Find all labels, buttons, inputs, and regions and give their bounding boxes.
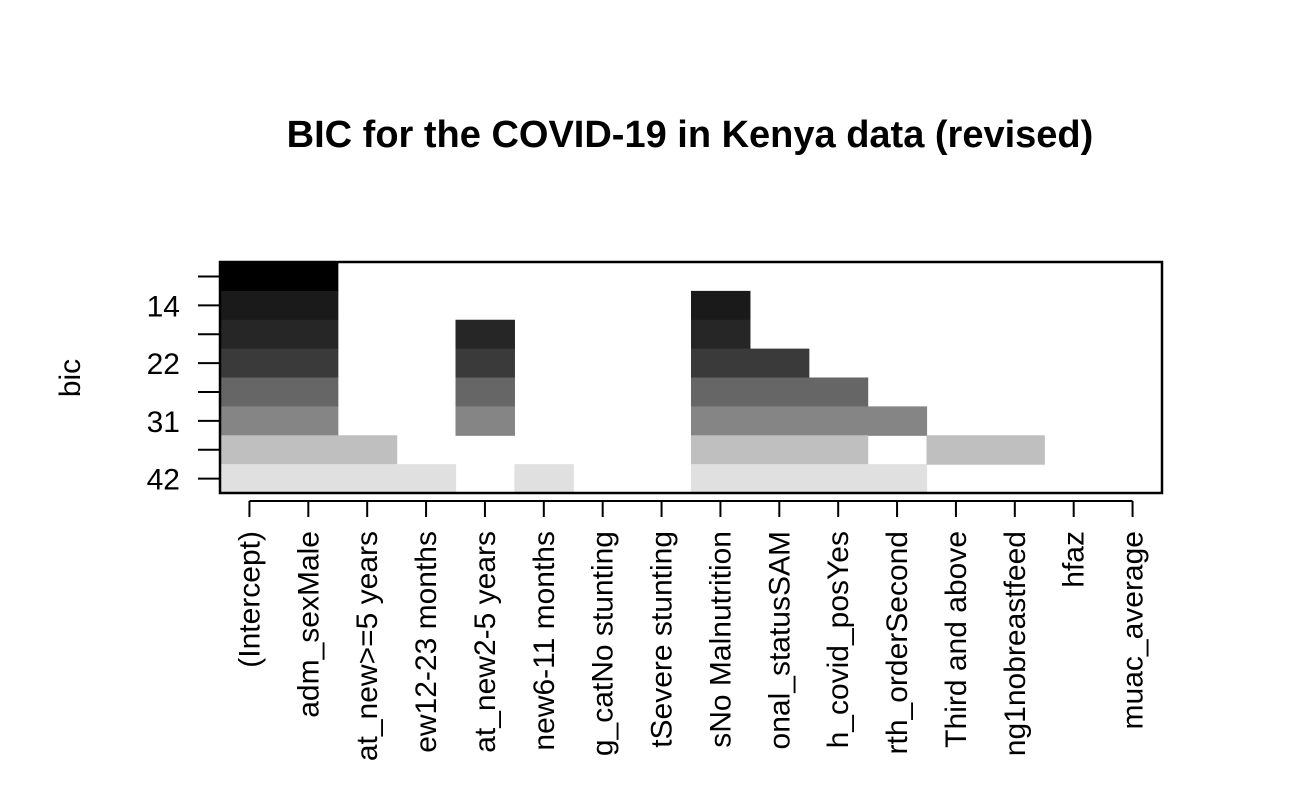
x-tick-label: at_new2-5 years [469, 531, 502, 753]
x-tick-label: sNo Malnutrition [704, 531, 737, 748]
heatmap-cell [808, 377, 869, 407]
heatmap-cell [278, 348, 339, 379]
heatmap-cell [985, 435, 1045, 465]
heatmap-cell [691, 348, 751, 379]
y-tick-label: 42 [147, 464, 180, 497]
x-tick-label: muac_average [1117, 531, 1150, 729]
heatmap-cell [455, 377, 515, 407]
heatmap-cell [396, 464, 457, 494]
heatmap-cell [278, 290, 339, 321]
y-tick-label: 14 [147, 290, 180, 323]
heatmap-cell [220, 464, 280, 494]
heatmap-cell [691, 406, 751, 436]
heatmap-cell [808, 406, 869, 436]
heatmap-cell [691, 377, 751, 407]
heatmap-cell [455, 319, 515, 350]
x-tick-label: adm_sexMale [292, 531, 325, 718]
heatmap-cell [337, 435, 398, 465]
x-axis: (Intercept) adm_sexMale at_new>=5 years ew1… [233, 500, 1150, 761]
heatmap-cell [691, 435, 751, 465]
heatmap-cell [749, 348, 810, 379]
heatmap-cell [455, 348, 515, 379]
heatmap-cell [278, 406, 339, 436]
heatmap-cell [278, 464, 339, 494]
heatmap-cell [926, 435, 986, 465]
heatmap-cell [220, 348, 280, 379]
heatmap-cell [691, 319, 751, 350]
heatmap-cell [749, 406, 810, 436]
heatmap-cell [278, 319, 339, 350]
heatmap-cell [749, 377, 810, 407]
y-axis-label: bic [54, 359, 87, 397]
heatmap-cell [220, 319, 280, 350]
x-tick-label: (Intercept) [233, 531, 266, 668]
heatmap-cell [867, 464, 928, 494]
heatmap-cell [220, 435, 280, 465]
x-tick-label: tSevere stunting [646, 531, 679, 748]
heatmap-cell [455, 406, 515, 436]
heatmap-cell [220, 377, 280, 407]
heatmap-cell [749, 435, 810, 465]
y-tick-label: 31 [147, 406, 180, 439]
heatmap-cell [691, 290, 751, 321]
x-tick-label: at_new>=5 years [351, 531, 384, 761]
y-axis: 14 22 31 42 [147, 275, 220, 497]
x-tick-label: new6-11 months [528, 531, 561, 751]
x-tick-label: h_covid_posYes [822, 531, 855, 748]
x-tick-label: ng1nobreastfeed [999, 531, 1032, 756]
heatmap-cell [808, 435, 869, 465]
chart-title: BIC for the COVID-19 in Kenya data (revi… [287, 114, 1094, 156]
heatmap-cell [514, 464, 574, 494]
heatmap-cell [278, 377, 339, 407]
plot-frame [218, 260, 1164, 495]
heatmap-cell [278, 262, 339, 292]
heatmap-cell [867, 406, 928, 436]
x-tick-label: Third and above [940, 531, 973, 748]
heatmap-cell [337, 464, 398, 494]
heatmap-cell [220, 406, 280, 436]
heatmap-cells [220, 262, 1045, 494]
heatmap-cell [220, 290, 280, 321]
x-tick-label: rth_orderSecond [881, 531, 914, 754]
y-tick-label: 22 [147, 348, 180, 381]
x-tick-label: ew12-23 months [410, 531, 443, 753]
heatmap-cell [278, 435, 339, 465]
x-tick-label: onal_statusSAM [763, 531, 796, 749]
heatmap-cell [808, 464, 869, 494]
x-tick-label: hfaz [1058, 531, 1091, 588]
heatmap-cell [691, 464, 751, 494]
x-tick-label: g_catNo stunting [587, 531, 620, 756]
heatmap-cell [749, 464, 810, 494]
heatmap-cell [220, 262, 280, 292]
